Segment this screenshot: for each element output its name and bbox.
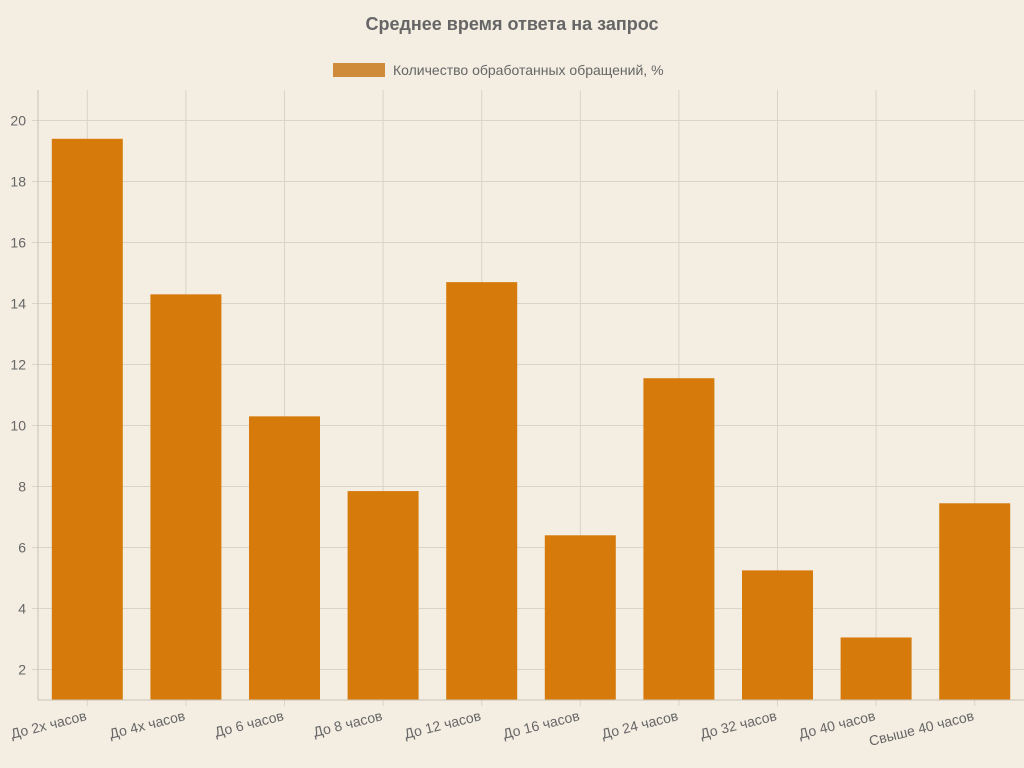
bars xyxy=(51,138,1011,701)
bar[interactable] xyxy=(840,637,912,700)
y-tick-label: 6 xyxy=(18,540,26,556)
x-tick-label: До 2х часов xyxy=(9,707,88,741)
bar[interactable] xyxy=(446,282,518,700)
y-tick-label: 4 xyxy=(18,601,26,617)
x-axis-ticks: До 2х часов До 4х часов До 6 часов До 8 час… xyxy=(9,707,975,749)
y-tick-label: 12 xyxy=(10,357,26,373)
y-tick-label: 16 xyxy=(10,235,26,251)
legend-label: Количество обработанных обращений, % xyxy=(393,62,664,78)
y-tick-label: 20 xyxy=(10,113,26,129)
bar[interactable] xyxy=(51,138,123,701)
bar[interactable] xyxy=(347,491,419,700)
bar[interactable] xyxy=(150,294,222,700)
x-tick-label: До 6 часов xyxy=(213,707,285,740)
legend-swatch xyxy=(333,63,385,77)
y-tick-label: 18 xyxy=(10,174,26,190)
y-tick-label: 2 xyxy=(18,662,26,678)
axes xyxy=(37,90,1024,701)
legend[interactable]: Количество обработанных обращений, % xyxy=(333,62,664,78)
bar[interactable] xyxy=(643,378,715,700)
bar[interactable] xyxy=(939,503,1011,700)
y-axis-ticks: 2 4 6 8 10 12 14 16 18 20 xyxy=(10,113,26,678)
x-tick-label: До 4х часов xyxy=(108,707,187,741)
x-tick-label: До 24 часов xyxy=(600,707,680,741)
bar[interactable] xyxy=(544,535,616,700)
bar[interactable] xyxy=(742,570,813,700)
y-tick-label: 10 xyxy=(10,418,26,434)
chart-title: Среднее время ответа на запрос xyxy=(365,14,658,34)
y-tick-label: 14 xyxy=(10,296,26,312)
y-tick-label: 8 xyxy=(18,479,26,495)
x-tick-label: До 16 часов xyxy=(501,707,581,741)
bar[interactable] xyxy=(249,416,320,700)
x-tick-label: До 12 часов xyxy=(403,707,483,741)
x-tick-label: До 8 часов xyxy=(312,707,384,740)
x-tick-label: До 32 часов xyxy=(698,707,778,741)
x-tick-label: До 40 часов xyxy=(797,707,877,741)
x-tick-label: Свыше 40 часов xyxy=(867,707,975,749)
